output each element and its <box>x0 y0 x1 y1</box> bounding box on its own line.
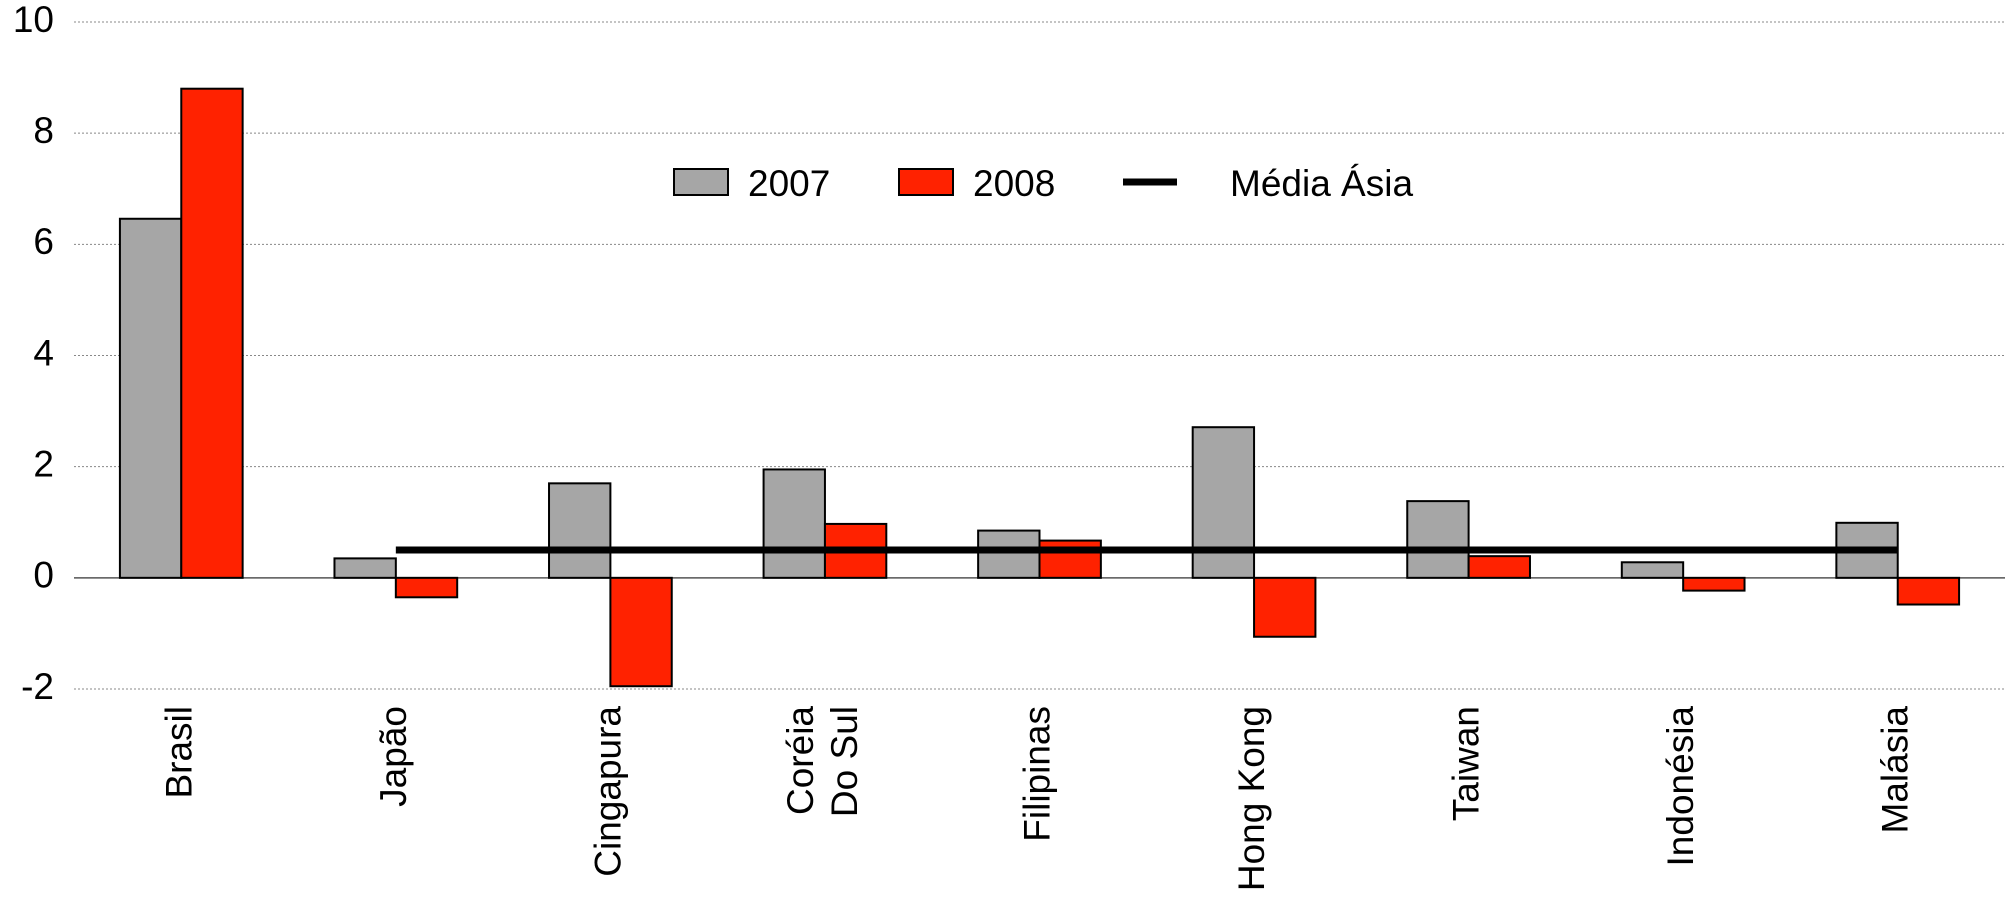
y-tick-label: 6 <box>33 221 54 262</box>
legend-swatch <box>673 168 729 196</box>
x-tick-label: Filipinas <box>1016 706 1057 842</box>
x-tick-label: Taiwan <box>1445 706 1486 821</box>
bar <box>1896 576 1961 606</box>
legend-label: 2007 <box>748 163 830 204</box>
bar <box>180 87 244 579</box>
y-tick-label: 2 <box>33 443 54 484</box>
bar <box>977 529 1041 579</box>
legend-label: Média Ásia <box>1230 163 1413 204</box>
bar <box>1467 555 1531 579</box>
y-tick-label: -2 <box>21 666 54 707</box>
x-tick-label: Malásia <box>1875 706 1916 834</box>
bar <box>548 482 612 579</box>
y-tick-label: 8 <box>33 110 54 151</box>
bar <box>1682 576 1746 592</box>
bar <box>1620 561 1685 579</box>
x-tick-label: CoréiaDo Sul <box>780 706 865 817</box>
bar <box>118 217 183 579</box>
legend-label: 2008 <box>973 163 1055 204</box>
bar <box>609 576 673 688</box>
y-tick-label: 0 <box>33 555 54 596</box>
x-tick-label: Cingapura <box>587 706 628 877</box>
x-tick-label: Brasil <box>158 706 199 799</box>
bar <box>1406 500 1470 579</box>
bar <box>1038 539 1102 579</box>
x-tick-label: Indonésia <box>1660 706 1701 867</box>
bar <box>394 576 459 599</box>
bar <box>762 468 826 579</box>
bar <box>1191 426 1256 579</box>
y-tick-label: 10 <box>13 0 54 40</box>
bar <box>333 557 397 579</box>
y-tick-label: 4 <box>33 332 54 373</box>
x-tick-label: Japão <box>373 706 414 807</box>
x-tick-label: Hong Kong <box>1231 706 1272 891</box>
bar <box>1253 576 1317 638</box>
legend-swatch <box>898 168 954 196</box>
